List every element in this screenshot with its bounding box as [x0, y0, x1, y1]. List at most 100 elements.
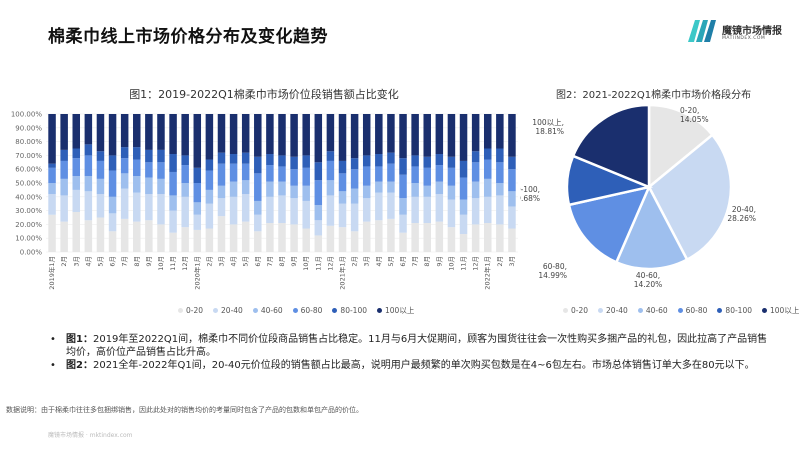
bar-segment	[133, 221, 141, 252]
bar-segment	[338, 160, 347, 174]
bar-segment	[217, 152, 226, 164]
bar-segment	[229, 163, 238, 182]
bar-segment	[326, 225, 335, 252]
x-tick-label: 11月	[314, 256, 322, 271]
legend-swatch	[563, 308, 568, 313]
bar-segment	[302, 200, 310, 229]
bullet-item: 图1：2019年至2022Q1间，棉柔巾不同价位段商品销售占比稳定。11月与6月…	[48, 333, 768, 359]
bar-segment	[278, 155, 286, 167]
y-tick-label: 20.00%	[15, 221, 42, 229]
slice-label: 20-40,	[732, 205, 756, 214]
bar-segment	[181, 196, 189, 228]
bar-segment	[471, 181, 480, 199]
bullet-text: 2021全年-2022年Q1间，20-40元价位段的销售额占比最高，说明用户最频…	[92, 360, 755, 371]
legend-label: 0-20	[571, 306, 589, 315]
bar-segment	[387, 152, 395, 164]
legend-item: 40-60	[637, 306, 668, 315]
bar-segment	[108, 170, 117, 197]
bar-segment	[290, 185, 298, 199]
legend-swatch	[677, 308, 683, 313]
legend-label: 60-80	[685, 306, 708, 315]
x-tick-label: 2020年1月	[192, 256, 201, 290]
bar-segment	[120, 188, 129, 219]
bar-segment	[435, 181, 444, 195]
bar-segment	[217, 198, 226, 217]
legend-swatch	[717, 308, 723, 313]
x-tick-label: 12月	[472, 256, 480, 271]
bar-segment	[338, 227, 347, 252]
bar-segment	[375, 192, 383, 221]
bar-segment	[435, 221, 444, 252]
bar-segment	[84, 114, 93, 145]
bar-segment	[120, 173, 129, 189]
bar-segment	[338, 114, 347, 161]
footer-watermark: 魔镜市场情报 · mktindex.com	[48, 432, 133, 439]
bar-segment	[411, 183, 419, 197]
bar-segment	[435, 154, 444, 166]
bar-segment	[133, 192, 141, 222]
bar-segment	[338, 173, 347, 192]
x-tick-label: 9月	[435, 256, 443, 267]
y-tick-label: 90.00%	[15, 124, 42, 132]
bar-segment	[314, 220, 323, 236]
legend-item: 0-20	[563, 306, 588, 315]
y-tick-label: 10.00%	[15, 235, 42, 243]
bar-segment	[278, 181, 286, 196]
bar-segment	[459, 177, 468, 200]
slice-label: 80-100,	[520, 185, 540, 194]
x-tick-label: 3月	[72, 256, 80, 267]
bar-segment	[508, 114, 516, 157]
bar-segment	[387, 181, 395, 193]
bar-segment	[205, 203, 214, 229]
bar-segment	[241, 152, 250, 164]
bar-segment	[387, 192, 395, 219]
legend-swatch	[178, 308, 183, 313]
bar-segment	[145, 220, 153, 252]
bar-segment	[60, 195, 68, 222]
y-tick-label: 100.00%	[11, 111, 42, 119]
bar-segment	[133, 147, 141, 160]
bar-segment	[157, 149, 165, 163]
bar-segment	[375, 220, 383, 252]
x-tick-label: 8月	[423, 256, 431, 267]
bar-segment	[362, 185, 371, 199]
bar-segment	[459, 114, 468, 161]
bar-segment	[48, 194, 56, 215]
y-tick-label: 70.00%	[15, 152, 42, 160]
x-tick-label: 2月	[60, 256, 68, 267]
x-tick-label: 8月	[278, 256, 286, 267]
bar-segment	[411, 223, 419, 252]
bar-segment	[181, 165, 189, 183]
bar-segment	[254, 200, 262, 215]
bar-segment	[399, 214, 407, 233]
bar-segment	[326, 160, 335, 181]
bar-segment	[350, 188, 359, 204]
bar-segment	[133, 176, 141, 193]
bar-segment	[302, 228, 310, 252]
bar-segment	[435, 165, 444, 182]
bar-segment	[133, 159, 141, 177]
bar-segment	[314, 205, 323, 221]
x-tick-label: 2月	[205, 256, 213, 267]
bar-segment	[266, 165, 274, 182]
bar-segment	[181, 183, 189, 197]
bullet-item: 图2：2021全年-2022年Q1间，20-40元价位段的销售额占比最高，说明用…	[48, 359, 768, 372]
bar-segment	[496, 148, 504, 163]
bar-segment	[483, 159, 492, 179]
chart2-title: 图2：2021-2022Q1棉柔巾市场价格段分布	[556, 90, 752, 101]
bar-segment	[362, 166, 371, 186]
bar-segment	[423, 185, 431, 197]
bar-segment	[60, 178, 68, 196]
bar-segment	[423, 156, 431, 168]
bar-segment	[266, 181, 274, 197]
bar-segment	[399, 114, 407, 159]
bar-segment	[96, 114, 105, 152]
bar-segment	[314, 180, 323, 206]
bar-segment	[84, 220, 93, 252]
bar-segment	[447, 156, 456, 168]
x-tick-label: 11月	[169, 256, 177, 271]
bar-segment	[387, 114, 395, 153]
bar-segment	[193, 167, 202, 183]
bar-segment	[350, 169, 359, 189]
legend-label: 80-100	[340, 306, 367, 315]
